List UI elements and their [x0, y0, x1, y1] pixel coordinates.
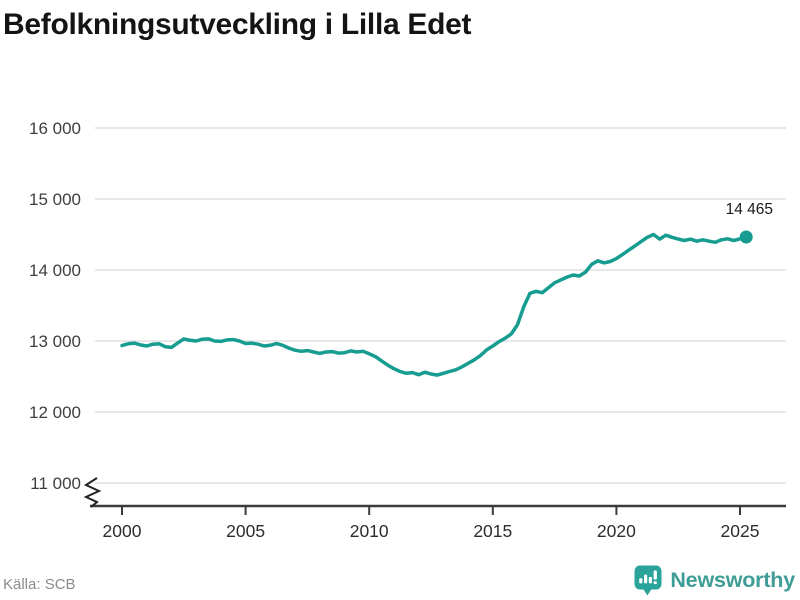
y-axis-tick-label: 14 000: [29, 261, 81, 280]
y-axis-tick-label: 11 000: [30, 474, 81, 493]
x-axis-tick-label: 2015: [473, 521, 512, 541]
latest-value-label: 14 465: [725, 201, 773, 218]
newsworthy-logo-text: Newsworthy: [670, 567, 795, 592]
y-axis-tick-label: 12 000: [29, 403, 81, 422]
newsworthy-logo: Newsworthy: [634, 563, 795, 597]
x-axis-tick-label: 2000: [103, 521, 142, 541]
y-axis-tick-label: 15 000: [29, 190, 81, 209]
chart-title: Befolkningsutveckling i Lilla Edet: [3, 8, 472, 41]
y-axis-tick-label: 13 000: [29, 332, 81, 351]
y-axis-labels: 16 000 15 000 14 000 13 000 12 000 11 000: [29, 119, 81, 493]
source-caption: Källa: SCB: [3, 576, 76, 593]
gridlines: [95, 127, 786, 484]
x-axis-tick-label: 2010: [350, 521, 389, 541]
x-axis-tick-label: 2005: [226, 521, 265, 541]
axis-break-icon: [83, 477, 102, 508]
population-series-line: [120, 232, 748, 377]
newsworthy-logo-icon: [634, 565, 662, 595]
y-axis-tick-label: 16 000: [29, 119, 81, 138]
latest-value-marker: [739, 230, 753, 244]
x-axis-tick-label: 2025: [721, 521, 760, 541]
x-axis: 2000 2005 2010 2015 2020 2025: [83, 477, 786, 541]
x-axis-tick-label: 2020: [597, 521, 636, 541]
